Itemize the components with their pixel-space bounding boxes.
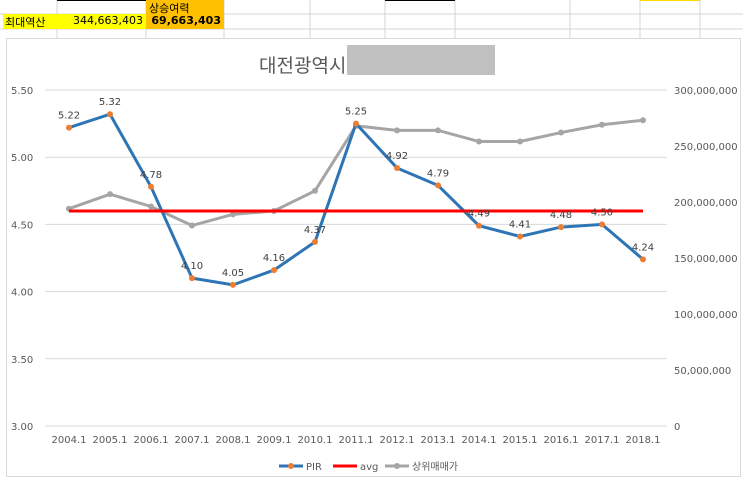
price-point [640, 117, 646, 124]
price-point [312, 187, 318, 194]
left-tick-label: 5.50 [11, 86, 33, 97]
right-tick-label: 150,000,000 [674, 254, 738, 265]
pir-point [599, 221, 605, 228]
max-value-cell[interactable]: 344,663,403 [57, 14, 146, 29]
pir-point [394, 164, 400, 171]
x-tick-label: 2005.1 [93, 435, 128, 446]
price-point [558, 129, 564, 136]
pir-point [230, 281, 236, 288]
right-tick-label: 250,000,000 [674, 142, 738, 153]
x-tick-label: 2010.1 [298, 435, 333, 446]
pir-point [271, 267, 277, 274]
pir-point [189, 275, 195, 282]
plot-area: 3.00 3.50 4.00 4.50 5.00 5.50 0 50,000,000 100,0… [11, 86, 738, 473]
pir-point [66, 124, 72, 131]
legend-marker [394, 463, 400, 469]
rise-label-cell[interactable]: 상승여력 [146, 0, 224, 15]
x-tick-label: 2016.1 [544, 435, 579, 446]
pir-data-label: 5.25 [345, 107, 367, 118]
right-tick-label: 100,000,000 [674, 310, 738, 321]
max-value: 344,663,403 [73, 14, 143, 27]
pir-point [312, 238, 318, 245]
price-point [476, 138, 482, 145]
price-point [230, 211, 236, 218]
pir-data-label: 4.78 [140, 170, 162, 181]
chart-title: 대전광역시 [259, 55, 347, 77]
price-point [189, 222, 195, 229]
right-tick-label: 0 [674, 422, 680, 433]
right-tick-label: 50,000,000 [674, 366, 731, 377]
x-tick-label: 2013.1 [421, 435, 456, 446]
max-label: 최대역산 [5, 16, 46, 29]
pir-data-label: 4.41 [509, 219, 531, 230]
left-tick-label: 5.00 [11, 153, 33, 164]
pir-data-label: 4.37 [304, 225, 326, 236]
left-tick-label: 4.50 [11, 220, 33, 231]
pir-data-label: 4.49 [468, 209, 490, 220]
x-tick-label: 2015.1 [503, 435, 538, 446]
left-tick-label: 3.00 [11, 422, 33, 433]
series-line-pir [68, 112, 644, 287]
price-point [107, 191, 113, 198]
price-point [394, 127, 400, 134]
legend-label: 상위매매가 [412, 460, 458, 473]
pir-data-label: 4.24 [632, 242, 654, 253]
legend-label: PIR [306, 462, 322, 473]
x-tick-label: 2009.1 [257, 435, 292, 446]
pir-point [107, 111, 113, 118]
x-tick-label: 2008.1 [216, 435, 251, 446]
left-tick-label: 3.50 [11, 355, 33, 366]
right-tick-label: 200,000,000 [674, 198, 738, 209]
legend-marker [288, 463, 294, 469]
rise-label: 상승여력 [149, 2, 190, 15]
price-point [435, 127, 441, 134]
chart[interactable]: 대전광역시 3.00 3.50 4.00 4.50 5.00 5.50 0 50,000,00… [6, 38, 741, 477]
pir-data-label: 4.16 [263, 253, 285, 264]
pir-data-label: 5.22 [58, 111, 80, 122]
pir-data-label: 4.92 [386, 151, 408, 162]
rise-value: 69,663,403 [151, 14, 221, 27]
x-tick-label: 2006.1 [134, 435, 169, 446]
legend-label: avg [360, 462, 378, 473]
right-tick-label: 300,000,000 [674, 86, 738, 97]
pir-data-label: 4.79 [427, 168, 449, 179]
pir-data-label: 4.10 [181, 261, 203, 272]
pir-point [353, 120, 359, 127]
pir-data-label: 4.05 [222, 268, 244, 279]
pir-data-label: 5.32 [99, 97, 121, 108]
x-tick-label: 2004.1 [52, 435, 87, 446]
x-tick-label: 2018.1 [626, 435, 661, 446]
pir-point [517, 233, 523, 240]
left-tick-label: 4.00 [11, 288, 33, 299]
pir-point [640, 256, 646, 263]
x-tick-label: 2011.1 [339, 435, 374, 446]
max-label-cell[interactable]: 최대역산 [3, 14, 57, 29]
pir-point [476, 222, 482, 229]
price-point [148, 203, 154, 210]
x-tick-label: 2012.1 [380, 435, 415, 446]
pir-point [435, 182, 441, 189]
x-tick-label: 2017.1 [585, 435, 620, 446]
pir-data-label: 4.50 [591, 207, 613, 218]
redacted-title-box [347, 45, 495, 75]
pir-data-label: 4.48 [550, 210, 572, 221]
x-tick-label: 2007.1 [175, 435, 210, 446]
pir-point [148, 183, 154, 190]
pir-point [558, 224, 564, 231]
price-point [599, 121, 605, 128]
rise-value-cell[interactable]: 69,663,403 [146, 14, 224, 29]
x-tick-label: 2014.1 [462, 435, 497, 446]
price-point [517, 138, 523, 145]
